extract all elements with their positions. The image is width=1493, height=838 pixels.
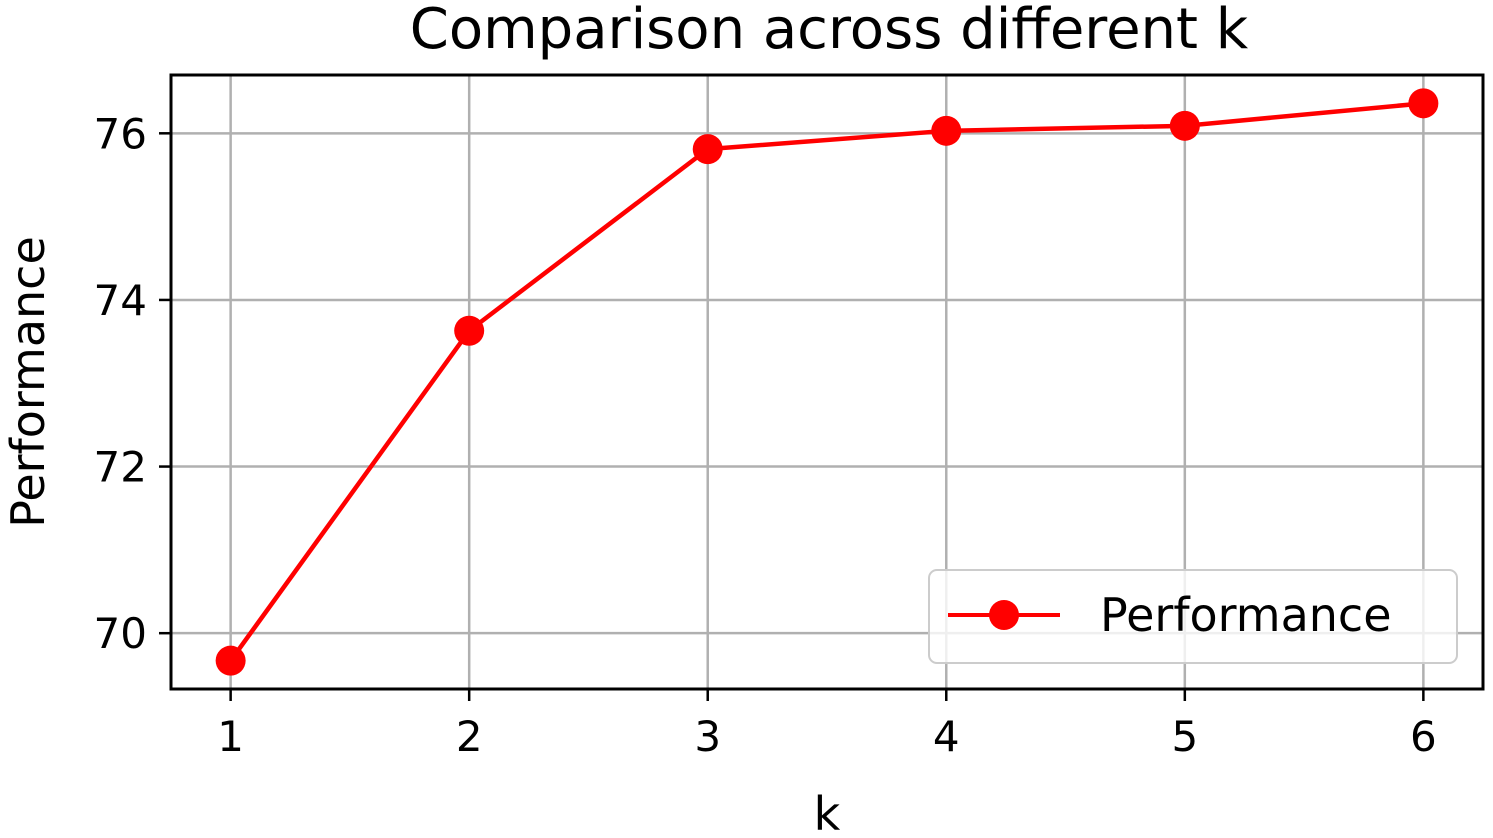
x-ticks: 1 2 3 4 5 6 xyxy=(217,689,1437,761)
x-tick-label: 5 xyxy=(1171,712,1198,761)
chart-title: Comparison across different k xyxy=(410,0,1249,62)
x-axis-label: k xyxy=(814,787,841,838)
plot-frame xyxy=(169,73,1485,691)
grid xyxy=(171,75,1483,689)
legend-marker-swatch xyxy=(989,600,1019,630)
data-point xyxy=(1169,110,1200,141)
y-tick-label: 72 xyxy=(94,443,147,492)
data-point xyxy=(692,134,723,165)
data-point xyxy=(215,645,246,676)
series-line xyxy=(228,101,1424,662)
x-tick-label: 1 xyxy=(217,712,244,761)
x-tick-label: 2 xyxy=(456,712,483,761)
data-point xyxy=(931,115,962,146)
legend-box xyxy=(928,569,1458,664)
y-ticks: 70 72 74 76 xyxy=(94,109,171,658)
legend: Performance xyxy=(928,569,1458,664)
legend-label: Performance xyxy=(1100,588,1392,642)
y-tick-label: 70 xyxy=(94,609,147,658)
series-layer xyxy=(215,88,1439,676)
y-tick-label: 74 xyxy=(94,276,147,325)
y-tick-label: 76 xyxy=(94,109,147,158)
data-point xyxy=(1408,88,1439,119)
x-tick-label: 4 xyxy=(933,712,960,761)
data-point xyxy=(454,315,485,346)
x-tick-label: 6 xyxy=(1410,712,1437,761)
y-axis-label: Performance xyxy=(1,236,55,528)
x-tick-label: 3 xyxy=(694,712,721,761)
